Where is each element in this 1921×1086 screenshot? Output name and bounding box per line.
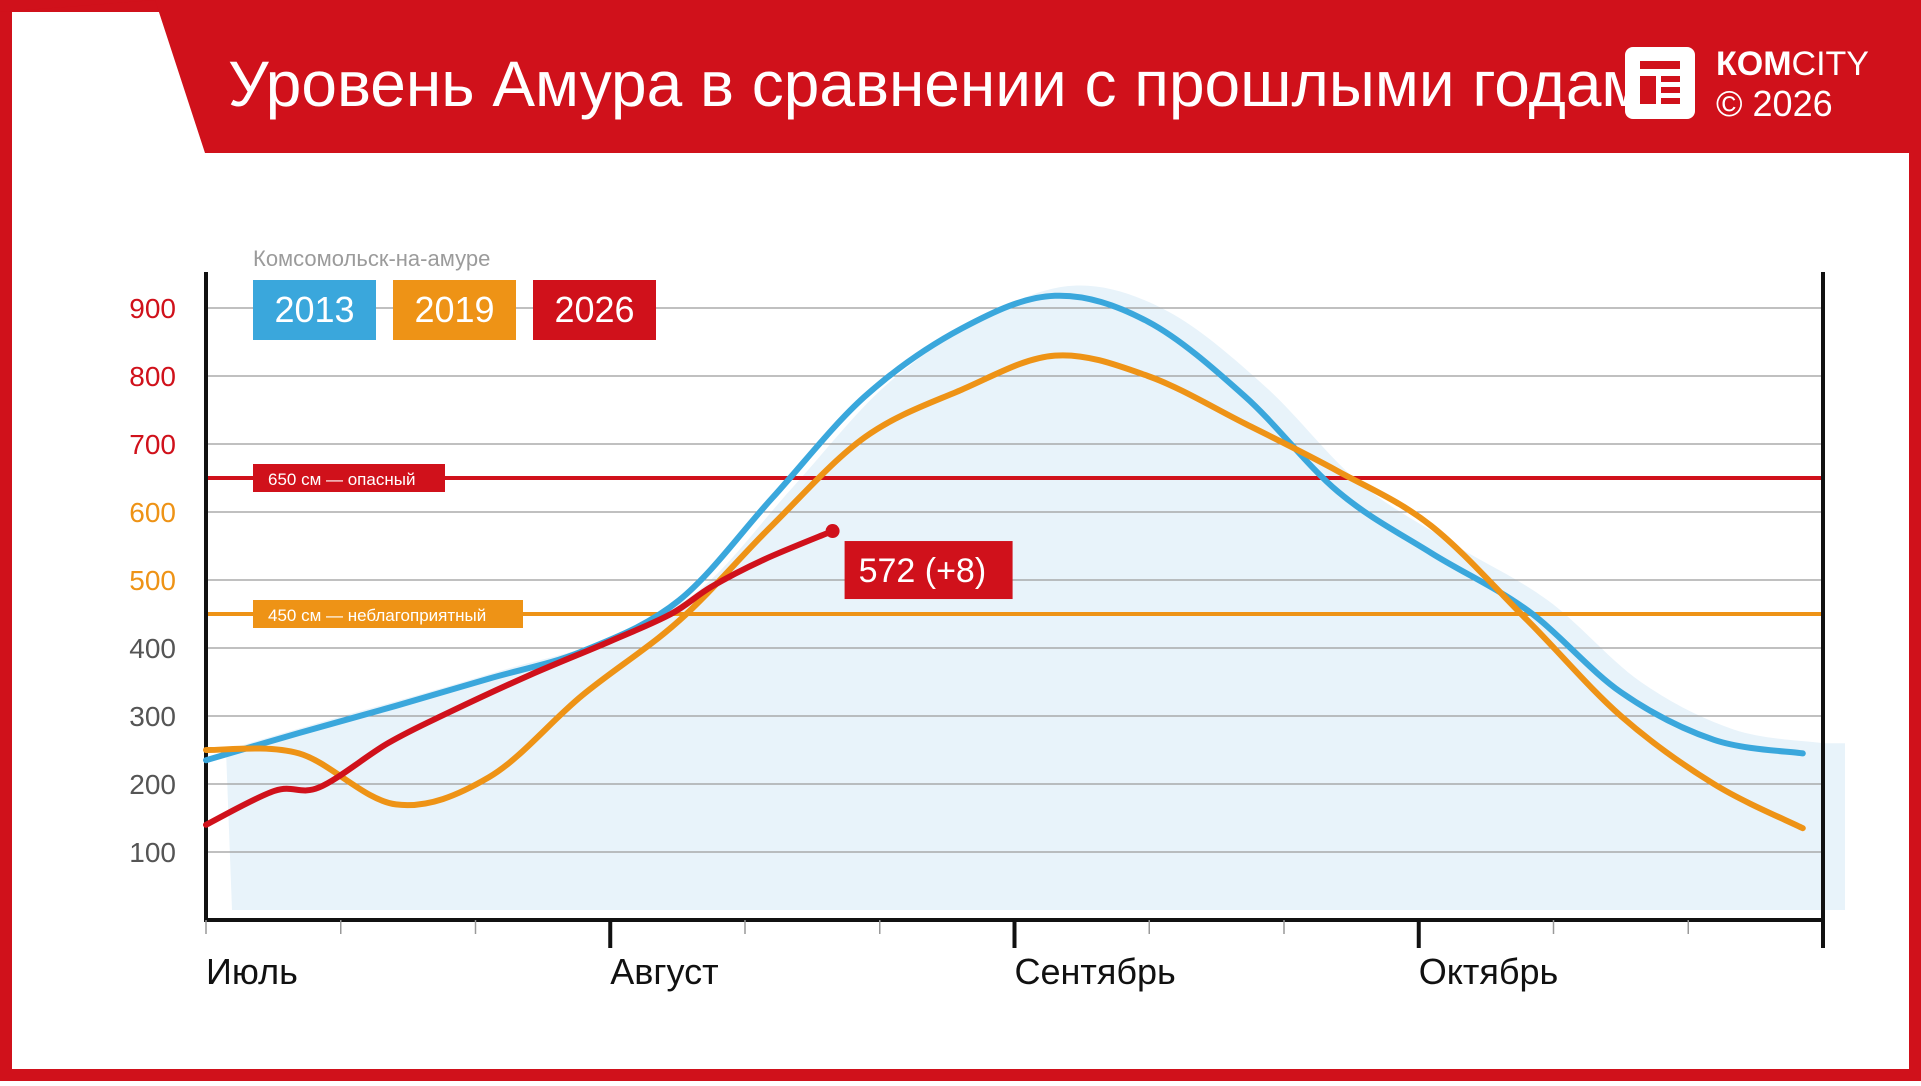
y-tick-label: 300	[129, 701, 176, 732]
legend-label-2019: 2019	[414, 289, 494, 330]
x-month-label: Июль	[206, 951, 298, 992]
newspaper-icon-line	[1661, 87, 1680, 93]
komcity-logo: КОМCITY © 2026	[1625, 45, 1869, 124]
current-level-label: 572 (+8)	[859, 552, 987, 590]
x-month-label: Сентябрь	[1015, 951, 1176, 992]
legend-swatch-2026	[533, 280, 656, 340]
brand-name: КОМCITY	[1716, 45, 1869, 83]
series-line-2019	[203, 352, 1806, 832]
legend-swatch-2019	[393, 280, 516, 340]
series-line-2026	[203, 528, 836, 828]
y-tick-label: 800	[129, 361, 176, 392]
threshold-label: 450 см — неблагоприятный	[268, 606, 486, 625]
threshold-label-box	[253, 600, 523, 628]
current-level-box	[844, 541, 1013, 600]
newspaper-icon	[1625, 47, 1695, 119]
y-tick-label: 400	[129, 633, 176, 664]
legend-label-2013: 2013	[274, 289, 354, 330]
location-label: Комсомольск-на-амуре	[253, 246, 490, 271]
newspaper-icon-line	[1661, 98, 1680, 104]
newspaper-icon-line	[1640, 61, 1680, 69]
x-month-label: Октябрь	[1419, 951, 1559, 992]
header-banner	[155, 0, 1921, 153]
threshold-label: 650 см — опасный	[268, 470, 415, 489]
x-month-label: Август	[610, 951, 718, 992]
background-area	[226, 285, 1845, 911]
newspaper-icon-block	[1640, 76, 1656, 104]
plot-area: 100 200 300 400 500 600 700 800 900 650 см — опас…	[129, 246, 1845, 992]
y-tick-label: 500	[129, 565, 176, 596]
copyright: © 2026	[1716, 83, 1833, 124]
newspaper-icon-line	[1661, 76, 1680, 82]
legend-label-2026: 2026	[554, 289, 634, 330]
legend-swatch-2013	[253, 280, 376, 340]
y-tick-label: 600	[129, 497, 176, 528]
y-tick-label: 900	[129, 293, 176, 324]
y-tick-label: 100	[129, 837, 176, 868]
page-title: Уровень Амура в сравнении с прошлыми год…	[228, 48, 1681, 120]
current-level-point	[825, 524, 840, 539]
series-line-2013	[203, 292, 1806, 764]
y-tick-label: 200	[129, 769, 176, 800]
threshold-label-box	[253, 464, 445, 492]
header-corner	[0, 0, 155, 12]
y-tick-label: 700	[129, 429, 176, 460]
